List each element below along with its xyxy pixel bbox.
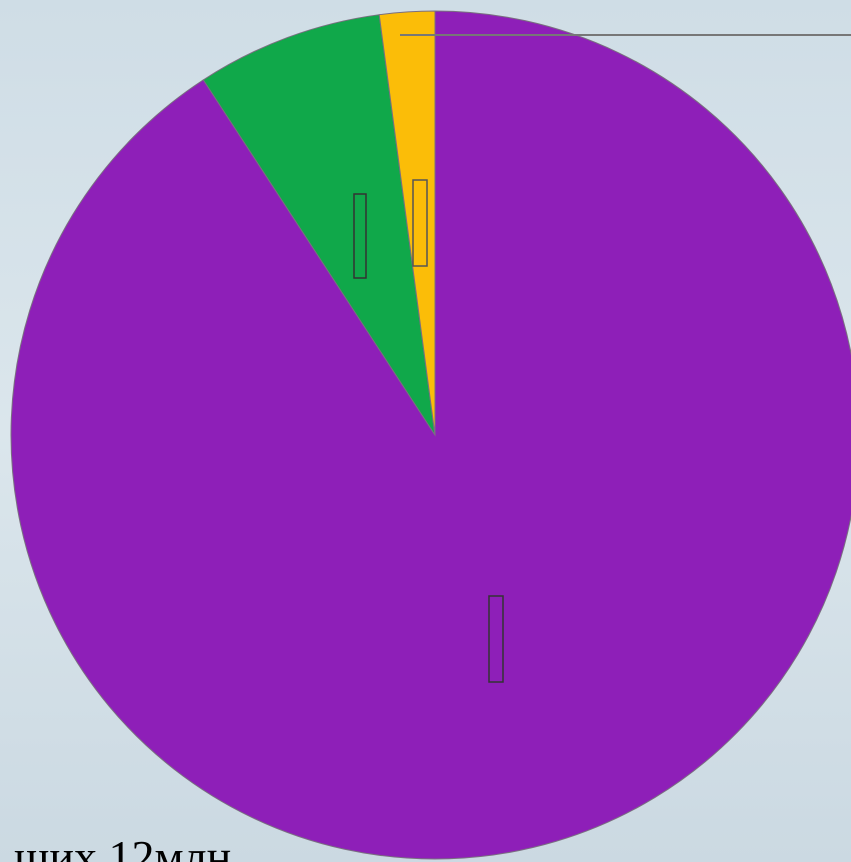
slices bbox=[10, 10, 851, 860]
pie-slice bbox=[10, 10, 851, 860]
pie-slice bbox=[202, 14, 436, 436]
annotation: щих 12млн bbox=[14, 831, 231, 862]
pie-slice bbox=[378, 10, 436, 436]
missing-glyph bbox=[353, 193, 367, 279]
missing-glyph bbox=[412, 179, 428, 267]
missing-glyph bbox=[488, 595, 504, 683]
